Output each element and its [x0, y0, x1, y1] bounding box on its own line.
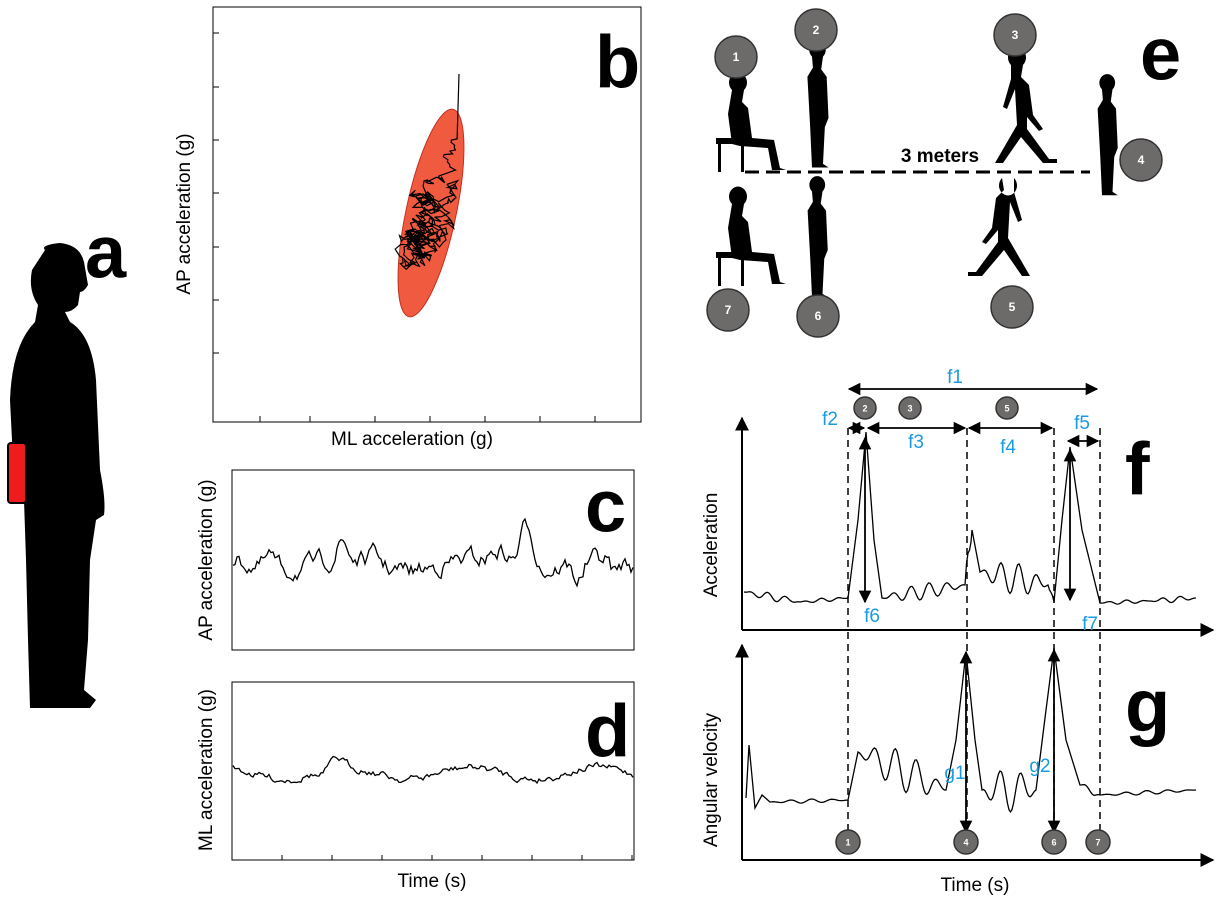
y-axis-label: AP acceleration (g) [174, 133, 195, 294]
phase-label: f1 [947, 367, 963, 388]
phase-label: f6 [864, 606, 880, 627]
sitting-figure [728, 186, 786, 284]
standing-figure [807, 40, 829, 168]
sway-trace [394, 73, 460, 271]
panel-letter: d [585, 690, 630, 773]
step-marker [794, 8, 838, 52]
panel-letter: e [1140, 13, 1181, 96]
plot-frame [212, 6, 642, 423]
step-marker [835, 829, 861, 855]
panel-letter: f [1125, 428, 1150, 511]
y-axis-label: AP acceleration (g) [196, 479, 217, 640]
plot-frame [231, 681, 635, 861]
step-number: 5 [1004, 403, 1009, 413]
step-marker [995, 396, 1019, 420]
ap-trace [232, 517, 634, 588]
x-axis-label: Time (s) [398, 871, 467, 892]
step-marker [1041, 829, 1067, 855]
step-number: 3 [1012, 28, 1019, 42]
step-number: 6 [1051, 837, 1056, 847]
panel-letter: b [595, 21, 640, 104]
phase-label: f3 [908, 432, 924, 453]
x-axis-label: Time (s) [941, 875, 1010, 896]
panel-letter: c [585, 465, 626, 548]
x-axis-label: ML acceleration (g) [331, 429, 493, 450]
step-number: 2 [813, 23, 820, 37]
step-marker [714, 35, 758, 79]
step-marker [953, 829, 979, 855]
step-marker [706, 288, 750, 332]
plot-frame [231, 469, 635, 651]
panel-b: b ML acceleration (g) AP acceleration (g… [174, 6, 642, 450]
walking-figure [968, 178, 1030, 276]
panel-f: f Acceleration f1 f2 f3 f4 f5 f6 f7 2 3 5 [701, 367, 1215, 842]
standing-figure [807, 176, 828, 298]
step-number: 1 [733, 50, 740, 64]
step-number: 7 [1095, 837, 1100, 847]
phase-label: f4 [1000, 437, 1016, 458]
step-number: 7 [725, 303, 732, 317]
step-number: 2 [862, 403, 867, 413]
y-axis-label: Acceleration [701, 493, 722, 598]
step-marker [1119, 138, 1163, 182]
sitting-figure [728, 72, 786, 170]
sensor [7, 442, 27, 504]
panel-letter: g [1125, 665, 1170, 748]
phase-label: f2 [822, 409, 838, 430]
ml-trace [232, 755, 634, 785]
peak-label: g2 [1029, 756, 1050, 777]
step-marker [993, 13, 1037, 57]
peak-label: g1 [944, 763, 965, 784]
step-number: 1 [845, 837, 850, 847]
chair [716, 138, 746, 172]
chair [716, 252, 746, 286]
panel-a: a [7, 211, 127, 708]
panel-d: d ML acceleration (g) Time (s) [196, 681, 635, 892]
step-number: 4 [1138, 153, 1145, 167]
acceleration-trace [743, 431, 1196, 605]
phase-label: f5 [1074, 413, 1090, 434]
step-marker [1085, 829, 1111, 855]
step-number: 3 [907, 403, 912, 413]
person-silhouette [10, 243, 105, 708]
panel-letter: a [85, 211, 127, 294]
step-marker [853, 396, 877, 420]
panel-c: c AP acceleration (g) [196, 465, 635, 651]
distance-label: 3 meters [901, 146, 979, 167]
step-number: 5 [1009, 300, 1016, 314]
walking-figure [995, 47, 1057, 163]
step-marker [796, 294, 840, 338]
step-number: 6 [815, 309, 822, 323]
standing-figure [1097, 74, 1118, 196]
step-marker [898, 396, 922, 420]
phase-label: f7 [1082, 614, 1098, 635]
panel-e: 3 meters e 1 2 3 4 5 6 7 [706, 8, 1181, 338]
panel-g: g Angular velocity Time (s) g1 g2 1 4 6 7 [701, 643, 1215, 896]
angular-velocity-trace [745, 647, 1197, 814]
step-marker [990, 285, 1034, 329]
y-axis-label: Angular velocity [701, 712, 722, 847]
step-number: 4 [963, 837, 968, 847]
y-axis-label: ML acceleration (g) [196, 689, 217, 851]
